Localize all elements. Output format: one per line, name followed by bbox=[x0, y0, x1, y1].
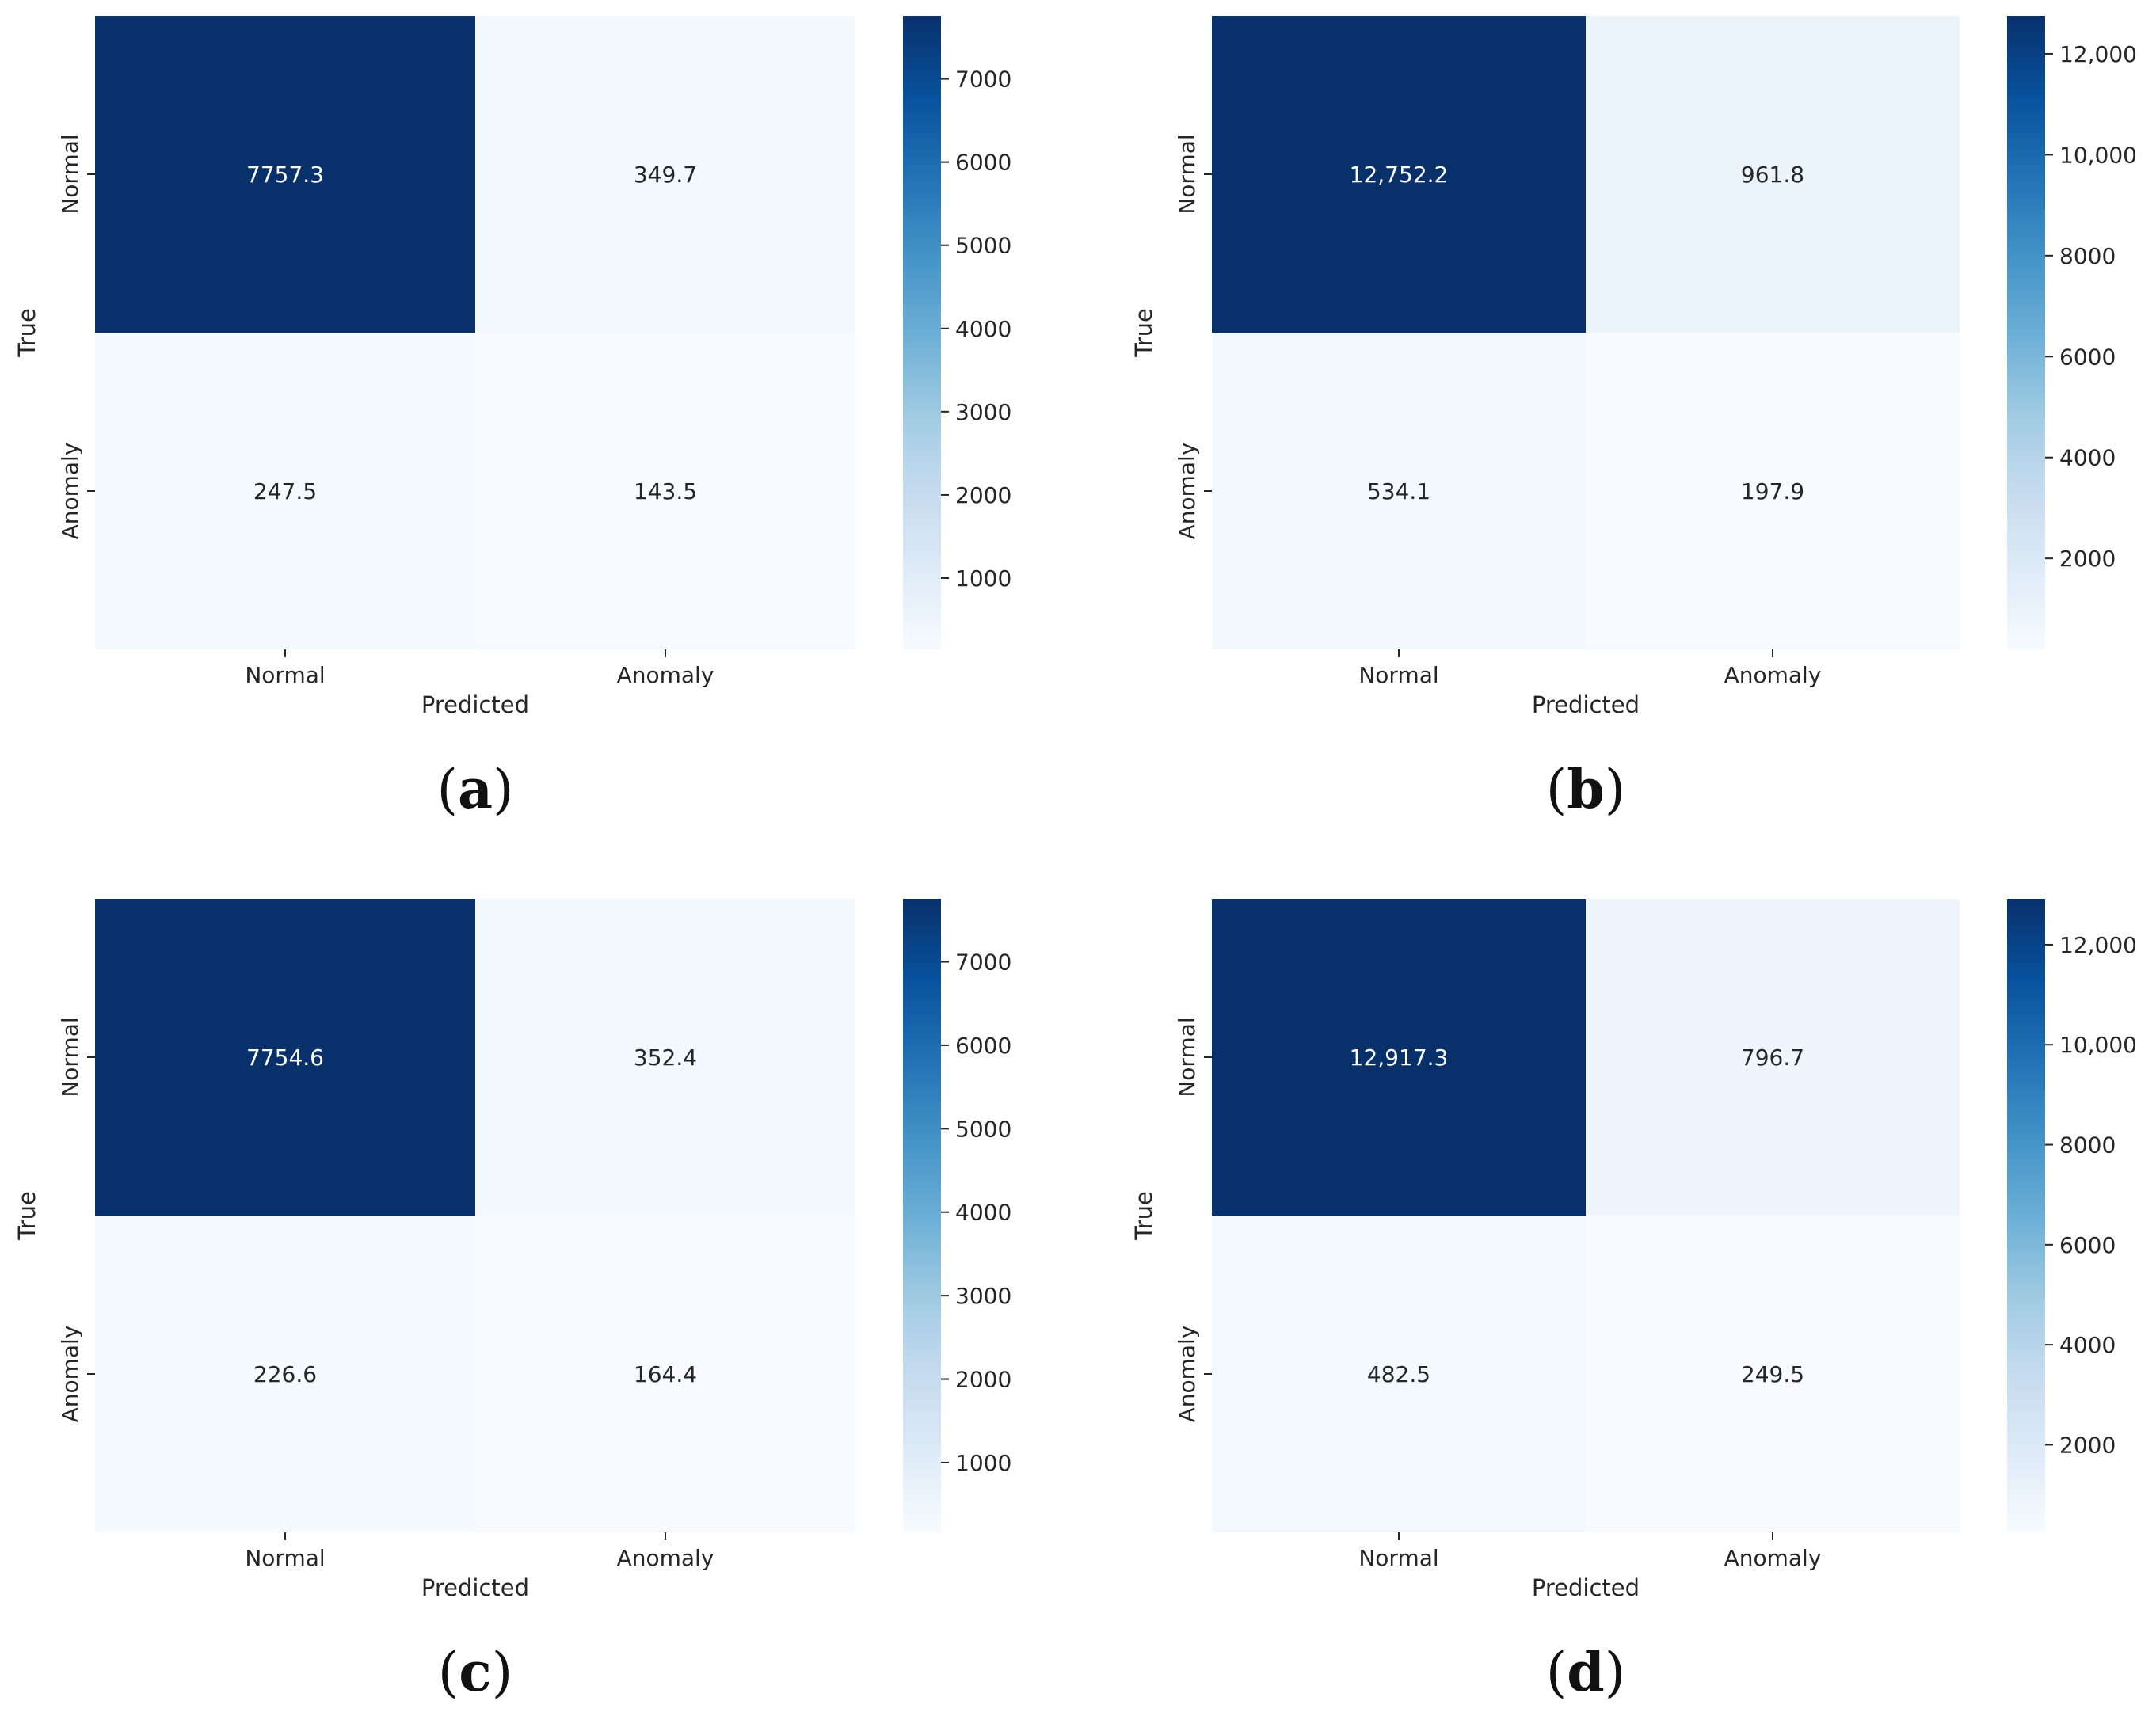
cell-value-label: 164.4 bbox=[634, 1361, 697, 1387]
x-tick-label: Normal bbox=[245, 662, 325, 688]
colorbar bbox=[2007, 16, 2045, 649]
heatmap-cell bbox=[1212, 16, 1586, 333]
y-tick-label: Normal bbox=[57, 1017, 83, 1097]
cell-value-label: 12,917.3 bbox=[1350, 1045, 1449, 1071]
colorbar-tick-label: 3000 bbox=[955, 1283, 1011, 1309]
colorbar-tick-label: 10,000 bbox=[2059, 1032, 2137, 1058]
colorbar-tick-label: 4000 bbox=[955, 1200, 1011, 1226]
x-tick-label: Anomaly bbox=[1724, 662, 1822, 688]
cell-value-label: 7757.3 bbox=[246, 162, 324, 188]
colorbar-tick-label: 12,000 bbox=[2059, 932, 2137, 958]
cell-value-label: 197.9 bbox=[1741, 478, 1804, 504]
heatmap-cell bbox=[475, 899, 855, 1216]
colorbar-tick-label: 4000 bbox=[2059, 1332, 2116, 1358]
y-tick-label: Anomaly bbox=[1174, 1326, 1200, 1423]
colorbar-tick-label: 6000 bbox=[955, 1033, 1011, 1059]
colorbar-tick-label: 2000 bbox=[2059, 546, 2116, 572]
heatmap-panel-b: 12,752.2 961.8 534.1 197.9 Normal Anomaly Norm… bbox=[1130, 16, 2137, 821]
y-tick-label: Anomaly bbox=[1174, 443, 1200, 540]
colorbar-tick-label: 1000 bbox=[955, 565, 1011, 592]
x-tick-label: Anomaly bbox=[617, 662, 714, 688]
cell-value-label: 247.5 bbox=[253, 478, 317, 504]
colorbar-tick-label: 6000 bbox=[2059, 1232, 2116, 1258]
heatmap-cell bbox=[475, 16, 855, 333]
y-axis-label: True bbox=[13, 1191, 40, 1241]
heatmap-cell bbox=[1212, 1216, 1586, 1532]
colorbar-tick-label: 1000 bbox=[955, 1450, 1011, 1476]
heatmap-cell bbox=[1586, 333, 1960, 649]
x-tick-label: Anomaly bbox=[1724, 1545, 1822, 1571]
colorbar-tick-label: 2000 bbox=[955, 482, 1011, 508]
heatmap-cell bbox=[475, 333, 855, 649]
heatmap-cell bbox=[1586, 1216, 1960, 1532]
y-tick-label: Anomaly bbox=[57, 443, 83, 540]
heatmap-cell bbox=[95, 16, 475, 333]
colorbar-tick-label: 5000 bbox=[955, 233, 1011, 259]
colorbar-tick-label: 2000 bbox=[2059, 1432, 2116, 1458]
heatmap-cell bbox=[95, 1216, 475, 1532]
heatmap-cell bbox=[1212, 333, 1586, 649]
colorbar-tick-label: 2000 bbox=[955, 1367, 1011, 1393]
y-tick-label: Normal bbox=[57, 134, 83, 214]
cell-value-label: 143.5 bbox=[634, 478, 697, 504]
cell-value-label: 7754.6 bbox=[246, 1045, 324, 1071]
panel-caption: (d) bbox=[1546, 1641, 1626, 1704]
colorbar-tick-label: 4000 bbox=[2059, 445, 2116, 471]
colorbar-tick-label: 8000 bbox=[2059, 1132, 2116, 1159]
cell-value-label: 249.5 bbox=[1741, 1361, 1804, 1387]
heatmap-cell bbox=[1212, 899, 1586, 1216]
x-axis-label: Predicted bbox=[1532, 691, 1640, 718]
heatmap-cell bbox=[1586, 16, 1960, 333]
x-axis-label: Predicted bbox=[421, 1574, 529, 1601]
y-axis-label: True bbox=[1130, 308, 1157, 358]
cell-value-label: 482.5 bbox=[1367, 1361, 1430, 1387]
heatmap-panel-c: 7754.6 352.4 226.6 164.4 Normal Anomaly Normal… bbox=[13, 899, 1011, 1704]
colorbar-tick-label: 6000 bbox=[955, 150, 1011, 176]
cell-value-label: 961.8 bbox=[1741, 162, 1804, 188]
panel-caption: (a) bbox=[436, 758, 513, 821]
x-axis-label: Predicted bbox=[421, 691, 529, 718]
y-axis-label: True bbox=[13, 308, 40, 358]
x-axis-label: Predicted bbox=[1532, 1574, 1640, 1601]
heatmap-cell bbox=[1586, 899, 1960, 1216]
y-axis-label: True bbox=[1130, 1191, 1157, 1241]
heatmap-panel-a: 7757.3 349.7 247.5 143.5 Normal Anomaly Normal… bbox=[13, 16, 1011, 821]
cell-value-label: 12,752.2 bbox=[1350, 162, 1449, 188]
y-tick-label: Anomaly bbox=[57, 1326, 83, 1423]
colorbar-tick-label: 7000 bbox=[955, 67, 1011, 93]
colorbar-tick-label: 10,000 bbox=[2059, 142, 2137, 168]
cell-value-label: 352.4 bbox=[634, 1045, 697, 1071]
colorbar-tick-label: 6000 bbox=[2059, 344, 2116, 370]
panel-caption: (b) bbox=[1546, 758, 1626, 821]
heatmap-cell bbox=[475, 1216, 855, 1532]
colorbar-tick-label: 4000 bbox=[955, 316, 1011, 342]
heatmap-panel-d: 12,917.3 796.7 482.5 249.5 Normal Anomaly Norm… bbox=[1130, 899, 2137, 1704]
colorbar-tick-label: 8000 bbox=[2059, 243, 2116, 269]
colorbar bbox=[903, 899, 941, 1532]
colorbar-tick-label: 5000 bbox=[955, 1116, 1011, 1142]
cell-value-label: 226.6 bbox=[253, 1361, 317, 1387]
x-tick-label: Anomaly bbox=[617, 1545, 714, 1571]
colorbar bbox=[2007, 899, 2045, 1532]
colorbar bbox=[903, 16, 941, 649]
colorbar-tick-label: 12,000 bbox=[2059, 41, 2137, 67]
x-tick-label: Normal bbox=[245, 1545, 325, 1571]
heatmap-cell bbox=[95, 333, 475, 649]
cell-value-label: 349.7 bbox=[634, 162, 697, 188]
y-tick-label: Normal bbox=[1174, 1017, 1200, 1097]
colorbar-tick-label: 3000 bbox=[955, 399, 1011, 425]
colorbar-tick-label: 7000 bbox=[955, 949, 1011, 976]
cell-value-label: 796.7 bbox=[1741, 1045, 1804, 1071]
heatmap-cell bbox=[95, 899, 475, 1216]
x-tick-label: Normal bbox=[1358, 1545, 1438, 1571]
cell-value-label: 534.1 bbox=[1367, 478, 1430, 504]
x-tick-label: Normal bbox=[1358, 662, 1438, 688]
panel-caption: (c) bbox=[438, 1641, 512, 1704]
y-tick-label: Normal bbox=[1174, 134, 1200, 214]
